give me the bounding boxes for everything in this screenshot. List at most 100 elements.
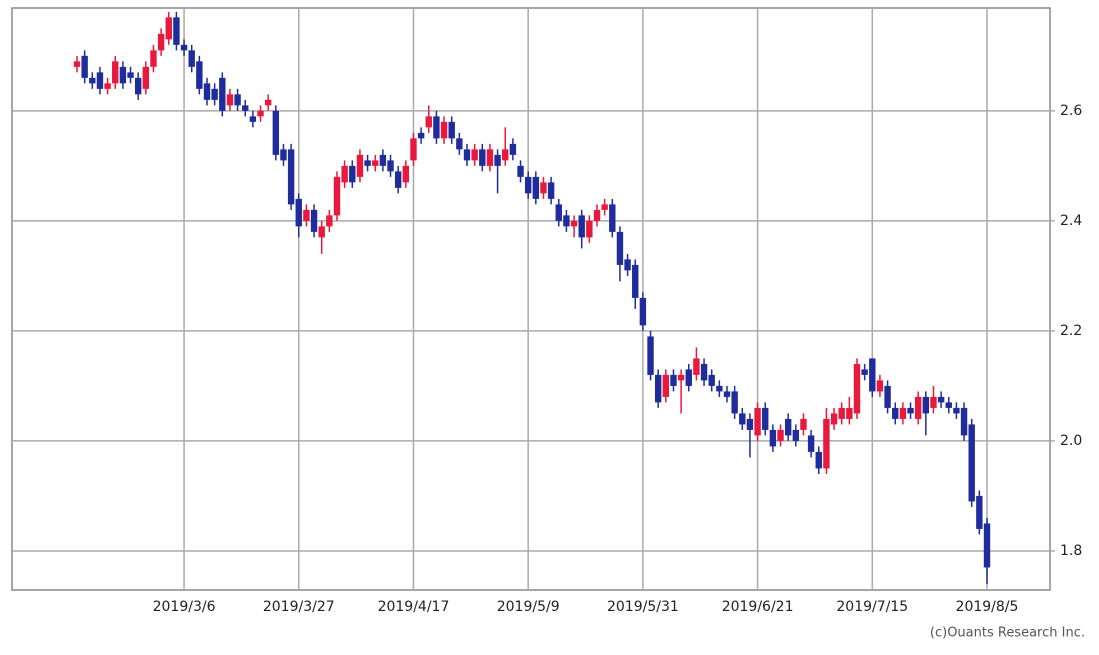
plot-area bbox=[11, 7, 1051, 591]
candle-body bbox=[242, 105, 249, 111]
candle-body bbox=[593, 209, 601, 221]
candle-body bbox=[708, 374, 715, 386]
candle-body bbox=[456, 138, 463, 150]
candle-body bbox=[555, 204, 562, 221]
candle-body bbox=[532, 176, 540, 199]
y-tick-label: 2.6 bbox=[1060, 103, 1082, 119]
candle-body bbox=[754, 407, 761, 436]
candle-body bbox=[983, 523, 991, 568]
candle-body bbox=[425, 116, 432, 128]
candle-body bbox=[494, 154, 501, 166]
candle-body bbox=[570, 220, 578, 227]
candle-body bbox=[716, 385, 723, 392]
candle-body bbox=[196, 61, 203, 89]
x-tick-label: 2019/8/5 bbox=[956, 599, 1019, 615]
candle-body bbox=[540, 182, 547, 194]
source-credit: (c)Ouants Research Inc. bbox=[930, 626, 1085, 641]
candle-body bbox=[89, 77, 96, 84]
candle-body bbox=[838, 407, 845, 419]
candle-body bbox=[394, 171, 402, 188]
candle-body bbox=[693, 358, 700, 375]
candle-body bbox=[356, 154, 364, 177]
x-tick-label: 2019/4/17 bbox=[378, 599, 450, 615]
candle-body bbox=[632, 264, 639, 298]
candle-body bbox=[815, 451, 822, 469]
candle-body bbox=[960, 407, 968, 436]
x-tick-label: 2019/6/21 bbox=[722, 599, 794, 615]
candle-body bbox=[463, 149, 471, 161]
candle-body bbox=[762, 407, 769, 430]
candle-body bbox=[670, 374, 677, 386]
candle-body bbox=[188, 50, 195, 67]
candle-body bbox=[280, 149, 287, 161]
candle-body bbox=[402, 165, 410, 183]
candle-body bbox=[517, 165, 524, 177]
candle-body bbox=[112, 61, 119, 84]
candle-body bbox=[930, 396, 937, 408]
x-tick-label: 2019/3/27 bbox=[263, 599, 335, 615]
candle-body bbox=[150, 50, 157, 67]
candle-body bbox=[739, 413, 746, 425]
candle-body bbox=[364, 160, 371, 166]
candle-body bbox=[937, 396, 945, 403]
candle-body bbox=[563, 215, 570, 227]
candle-body bbox=[586, 220, 593, 238]
candle-body bbox=[609, 204, 616, 232]
candle-body bbox=[884, 385, 891, 408]
candle-body bbox=[800, 418, 807, 430]
candle-body bbox=[723, 391, 731, 397]
candle-body bbox=[907, 407, 914, 414]
candle-body bbox=[471, 149, 478, 161]
candle-body bbox=[203, 83, 211, 100]
candle-body bbox=[134, 77, 142, 95]
candle-body bbox=[165, 17, 172, 40]
candle-body bbox=[547, 182, 555, 199]
candle-body bbox=[807, 435, 815, 452]
candle-body bbox=[295, 198, 302, 227]
candle-body bbox=[746, 418, 754, 430]
candle-body bbox=[372, 160, 379, 166]
candle-body bbox=[81, 55, 88, 78]
candle-body bbox=[968, 424, 975, 502]
candle-body bbox=[333, 176, 341, 216]
candle-body bbox=[127, 72, 134, 78]
candle-body bbox=[624, 259, 631, 271]
candle-body bbox=[502, 149, 509, 161]
candle-body bbox=[142, 66, 150, 89]
candle-body bbox=[914, 396, 922, 419]
candle-body bbox=[869, 358, 876, 392]
candle-body bbox=[180, 44, 188, 51]
candle-body bbox=[234, 94, 241, 106]
candle-body bbox=[616, 231, 624, 265]
candle-body bbox=[892, 407, 899, 419]
candle-body bbox=[922, 396, 930, 414]
candle-body bbox=[318, 226, 325, 238]
candle-body bbox=[379, 154, 387, 166]
candle-body bbox=[677, 374, 685, 381]
candle-body bbox=[654, 374, 662, 403]
y-tick-label: 1.8 bbox=[1060, 543, 1082, 559]
candle-body bbox=[410, 138, 417, 161]
candle-body bbox=[433, 116, 440, 139]
candle-body bbox=[96, 72, 104, 89]
x-tick-label: 2019/5/9 bbox=[497, 599, 560, 615]
candle-body bbox=[119, 66, 127, 84]
x-tick-label: 2019/7/15 bbox=[836, 599, 908, 615]
y-tick-label: 2.0 bbox=[1060, 433, 1082, 449]
candle-body bbox=[769, 429, 777, 447]
candle-body bbox=[387, 160, 394, 172]
candle-body bbox=[448, 121, 455, 139]
candle-body bbox=[846, 407, 853, 419]
candle-body bbox=[509, 143, 517, 155]
candle-body bbox=[310, 209, 318, 232]
y-tick-label: 2.2 bbox=[1060, 323, 1082, 339]
candle-body bbox=[257, 110, 264, 117]
candle-body bbox=[784, 418, 792, 436]
candle-body bbox=[226, 94, 234, 106]
candle-body bbox=[685, 369, 692, 386]
candle-body bbox=[264, 99, 272, 106]
candle-body bbox=[578, 215, 585, 238]
candle-body bbox=[349, 165, 356, 183]
candle-body bbox=[249, 116, 257, 122]
candle-body bbox=[601, 204, 608, 210]
